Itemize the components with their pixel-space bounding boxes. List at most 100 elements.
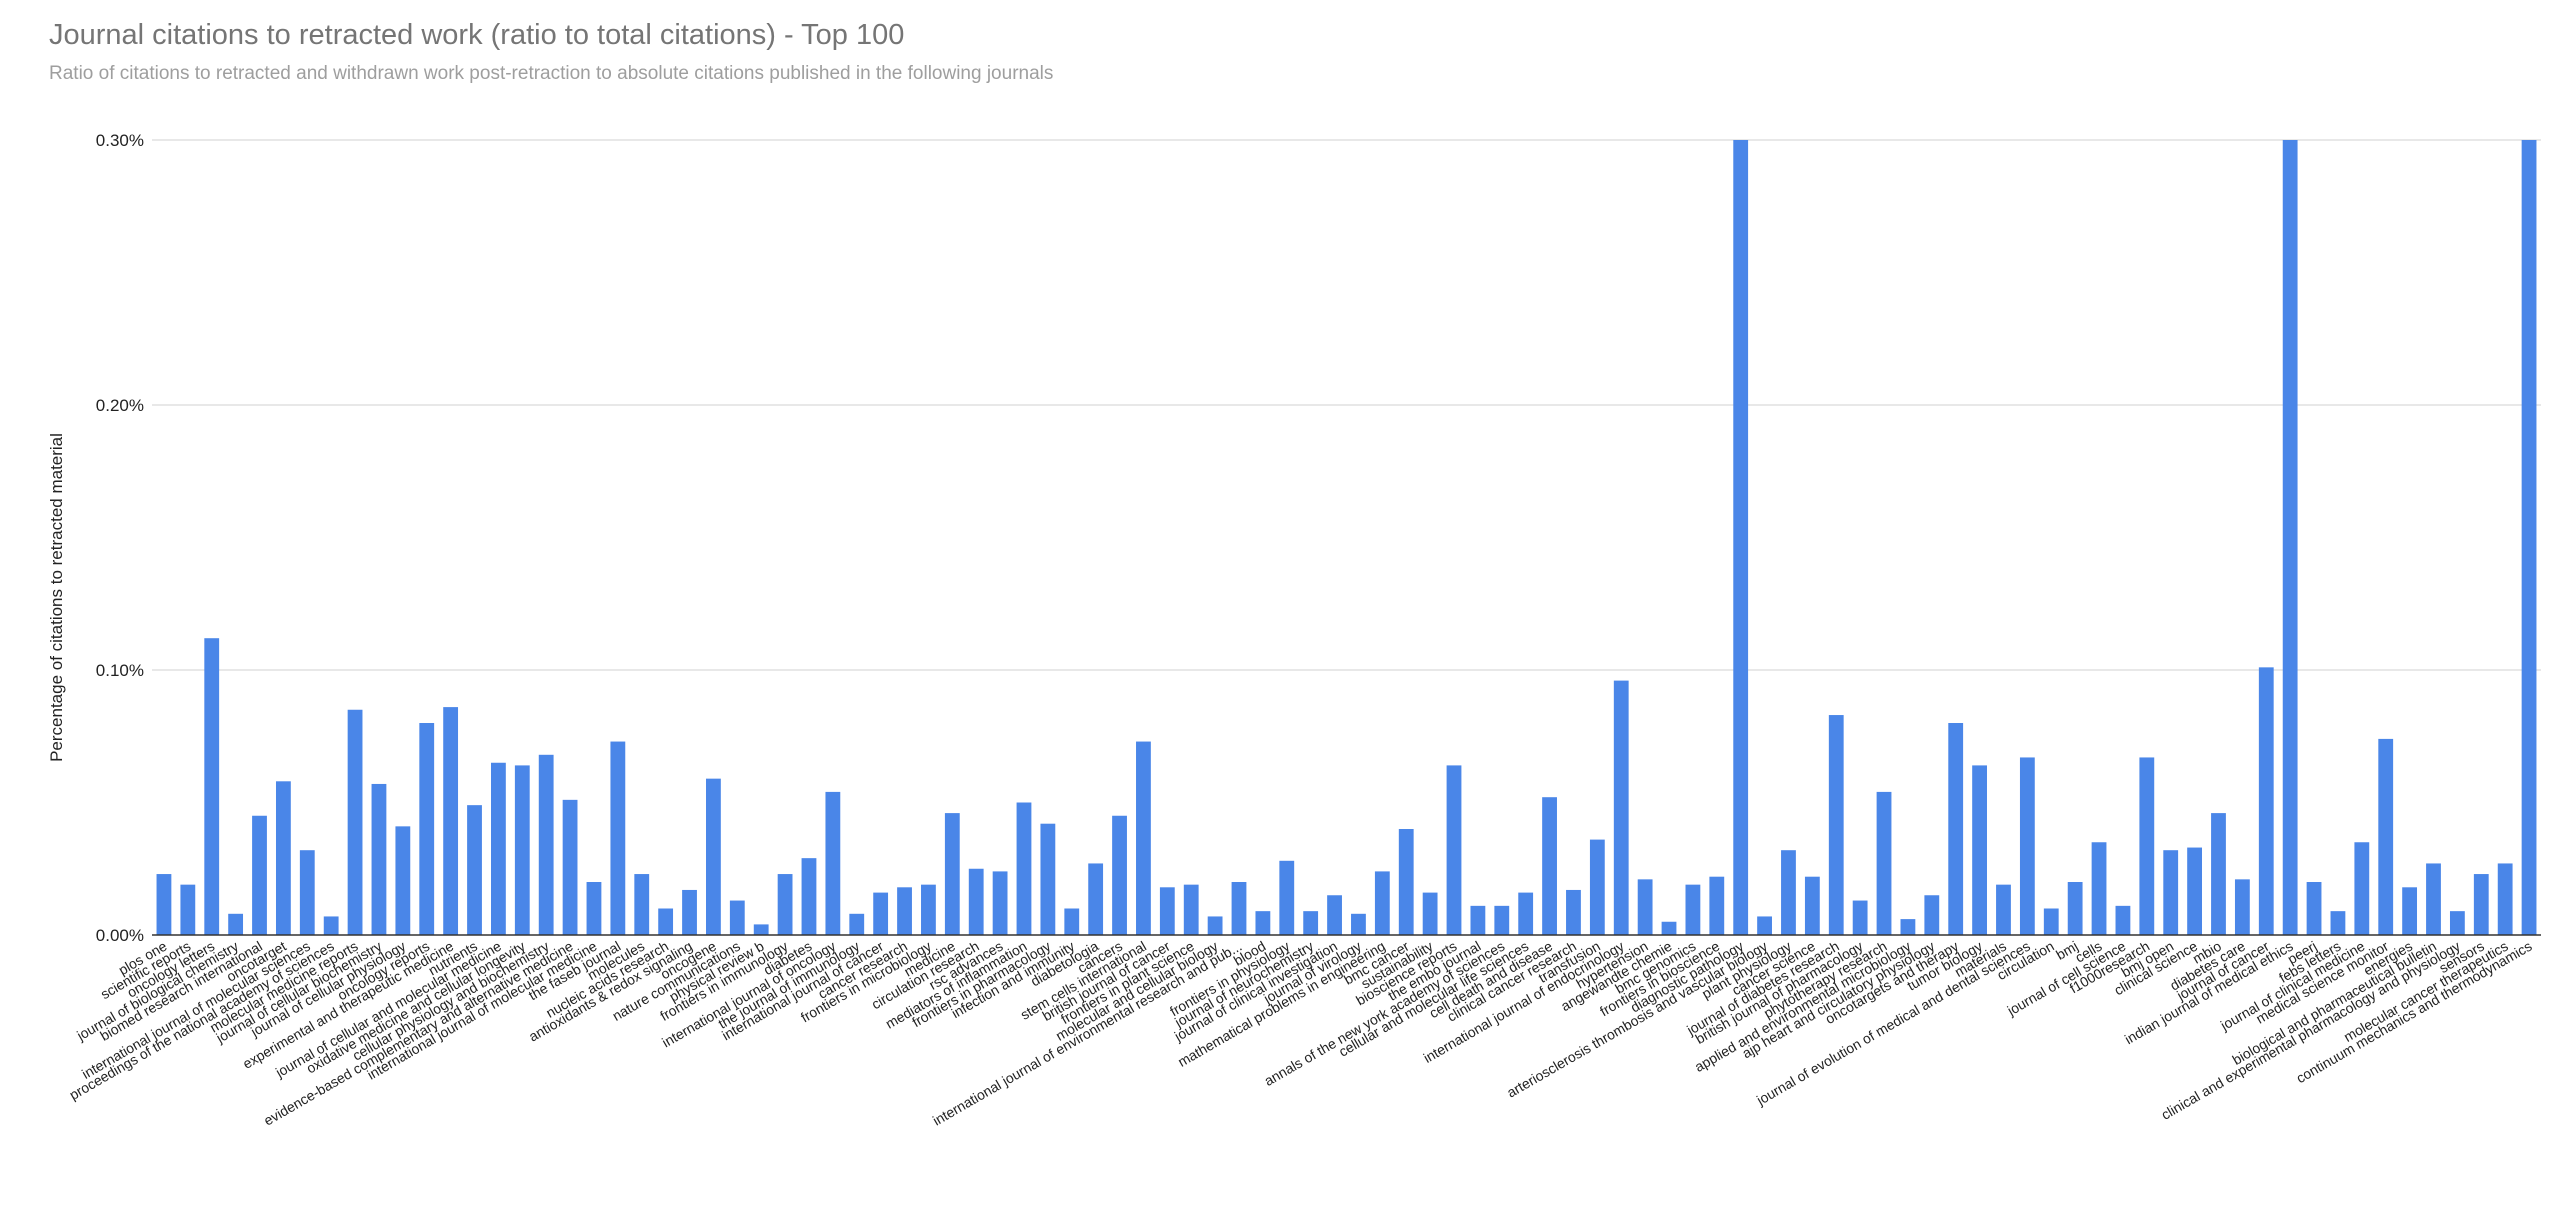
bar <box>1159 887 1175 935</box>
y-axis-ticks: 0.00% 0.10% 0.20% 0.30% <box>96 131 144 945</box>
bar <box>490 762 506 935</box>
bar <box>1327 895 1342 935</box>
bar <box>443 707 459 935</box>
bar <box>347 709 363 935</box>
bar <box>538 754 554 935</box>
bar <box>1422 892 1438 935</box>
bar <box>419 723 435 935</box>
bar <box>2139 757 2155 935</box>
bar <box>1446 765 1462 935</box>
bar <box>1566 889 1581 935</box>
bar <box>275 781 291 935</box>
bar <box>2091 842 2107 935</box>
bar <box>299 850 315 935</box>
bar <box>1518 892 1534 935</box>
bar <box>1685 884 1701 935</box>
bar <box>968 868 984 935</box>
bar <box>1542 797 1557 935</box>
bar <box>682 889 697 935</box>
bar <box>2449 911 2465 935</box>
bar <box>323 916 339 935</box>
bar <box>1900 919 1916 935</box>
bar <box>2163 850 2179 935</box>
bar <box>921 884 936 935</box>
bar <box>801 858 817 935</box>
bar <box>1733 140 1749 935</box>
bar <box>753 924 769 935</box>
chart-subtitle: Ratio of citations to retracted and with… <box>49 63 1054 84</box>
chart-title: Journal citations to retracted work (rat… <box>49 19 905 51</box>
bar <box>729 900 745 935</box>
bar <box>1088 863 1104 935</box>
bar <box>1303 911 1319 935</box>
bar <box>467 805 482 935</box>
bar <box>873 892 889 935</box>
bar <box>1637 879 1653 935</box>
bar <box>2115 905 2131 935</box>
bar <box>897 887 912 935</box>
bar <box>228 913 244 935</box>
bar <box>1064 908 1080 935</box>
y-tick-label: 0.00% <box>96 926 144 945</box>
bar <box>2067 882 2083 935</box>
bar <box>1996 884 2011 935</box>
bar <box>2521 140 2537 935</box>
bar <box>706 778 721 935</box>
bar <box>2019 757 2035 935</box>
bar <box>180 884 196 935</box>
bar <box>2306 882 2322 935</box>
bar <box>2282 140 2298 935</box>
bar <box>514 765 530 935</box>
bar <box>1255 911 1271 935</box>
bar <box>1589 839 1605 935</box>
bar <box>944 813 960 935</box>
bar <box>777 874 793 935</box>
bar <box>1613 680 1629 935</box>
bar <box>1279 860 1295 935</box>
bars <box>156 140 2537 935</box>
bar <box>1709 876 1725 935</box>
bar <box>2354 842 2370 935</box>
bar <box>992 871 1008 935</box>
bar <box>825 791 841 935</box>
bar <box>395 826 411 935</box>
bar <box>2426 863 2441 935</box>
bar <box>1876 791 1892 935</box>
bar <box>2330 911 2346 935</box>
bar <box>2473 874 2489 935</box>
gridlines <box>152 139 2541 671</box>
bar <box>204 638 220 935</box>
y-tick-label: 0.10% <box>96 661 144 680</box>
bar <box>2043 908 2059 935</box>
bar <box>1494 905 1510 935</box>
bar <box>1016 802 1032 935</box>
bar <box>1972 765 1987 935</box>
bar <box>156 874 172 935</box>
bar <box>2211 813 2226 935</box>
y-axis-label: Percentage of citations to retracted mat… <box>47 433 66 762</box>
bar <box>1351 913 1366 935</box>
y-tick-label: 0.30% <box>96 131 144 150</box>
bar <box>2402 887 2418 935</box>
bar <box>1828 715 1844 935</box>
bar <box>562 799 578 935</box>
bar <box>1661 921 1677 935</box>
bar <box>634 874 650 935</box>
bar <box>586 882 602 935</box>
bar <box>371 783 387 935</box>
bar <box>1924 895 1940 935</box>
bar <box>2497 863 2513 935</box>
bar <box>1757 916 1772 935</box>
bar <box>2234 879 2250 935</box>
bar <box>1136 741 1151 935</box>
bar <box>1183 884 1199 935</box>
bar <box>1231 882 1247 935</box>
bar <box>1470 905 1486 935</box>
bar <box>658 908 674 935</box>
bar <box>1852 900 1868 935</box>
bar <box>610 741 626 935</box>
bar <box>1781 850 1796 935</box>
bar <box>1374 871 1390 935</box>
